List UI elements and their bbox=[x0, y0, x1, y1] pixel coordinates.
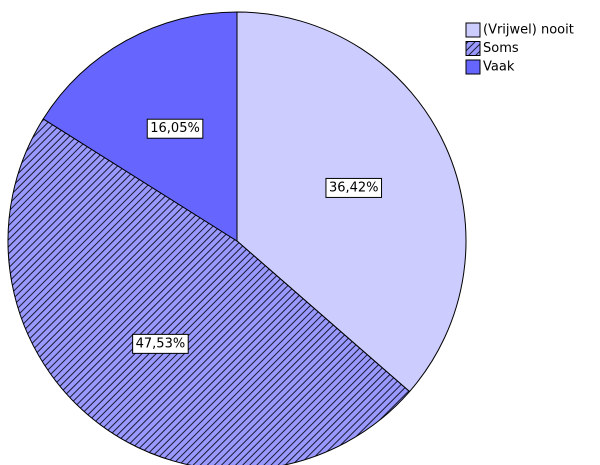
data-label-box bbox=[325, 177, 383, 198]
data-label: 16,05% bbox=[150, 121, 200, 136]
legend-label: (Vrijwel) nooit bbox=[483, 23, 574, 38]
data-label-box bbox=[132, 333, 189, 354]
data-label: 47,53% bbox=[136, 336, 186, 351]
legend-swatch bbox=[465, 41, 481, 56]
pie-slice bbox=[42, 11, 238, 242]
data-label: 36,42% bbox=[329, 180, 379, 195]
data-label-box bbox=[146, 118, 204, 139]
legend-swatch bbox=[465, 59, 481, 75]
pie-slice bbox=[236, 11, 467, 393]
legend-label: Vaak bbox=[483, 60, 515, 75]
legend-swatch bbox=[465, 22, 481, 38]
legend-label: Soms bbox=[483, 41, 519, 56]
pie-slice bbox=[7, 118, 411, 465]
